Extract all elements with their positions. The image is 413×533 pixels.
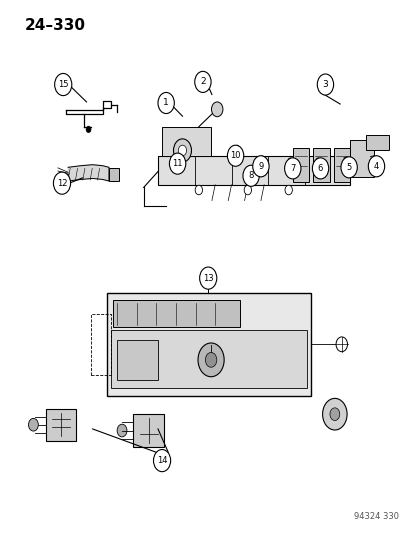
Circle shape bbox=[335, 337, 347, 352]
Circle shape bbox=[312, 158, 328, 179]
Text: 12: 12 bbox=[57, 179, 67, 188]
Bar bbox=[133, 414, 164, 447]
Circle shape bbox=[322, 398, 346, 430]
Circle shape bbox=[244, 185, 251, 195]
Text: 8: 8 bbox=[248, 171, 253, 180]
Bar bbox=[45, 409, 76, 441]
Circle shape bbox=[194, 71, 211, 92]
Circle shape bbox=[197, 343, 223, 377]
Circle shape bbox=[158, 92, 174, 114]
Bar bbox=[292, 148, 309, 182]
Text: 3: 3 bbox=[322, 80, 328, 89]
Circle shape bbox=[284, 185, 292, 195]
Circle shape bbox=[153, 449, 170, 472]
Circle shape bbox=[340, 157, 356, 178]
Bar bbox=[111, 330, 306, 388]
Circle shape bbox=[28, 418, 38, 431]
Text: 15: 15 bbox=[58, 80, 68, 89]
Circle shape bbox=[227, 145, 243, 166]
Text: 14: 14 bbox=[157, 456, 167, 465]
Bar bbox=[158, 156, 349, 185]
Text: 10: 10 bbox=[230, 151, 240, 160]
Circle shape bbox=[205, 352, 216, 367]
Circle shape bbox=[284, 158, 300, 179]
Bar bbox=[107, 293, 311, 395]
Bar bbox=[366, 135, 388, 150]
Bar bbox=[161, 127, 211, 156]
Circle shape bbox=[178, 145, 186, 156]
Bar bbox=[349, 140, 373, 177]
Circle shape bbox=[252, 156, 268, 177]
Circle shape bbox=[117, 424, 127, 437]
Text: 9: 9 bbox=[258, 162, 263, 171]
Bar bbox=[113, 300, 239, 327]
Text: 6: 6 bbox=[317, 164, 323, 173]
Text: 94324 330: 94324 330 bbox=[353, 512, 398, 521]
Circle shape bbox=[86, 126, 91, 133]
Bar bbox=[117, 341, 158, 380]
Circle shape bbox=[368, 156, 384, 177]
Circle shape bbox=[195, 185, 202, 195]
Bar bbox=[333, 148, 349, 182]
Circle shape bbox=[53, 172, 70, 194]
Text: 13: 13 bbox=[202, 273, 213, 282]
Circle shape bbox=[173, 139, 191, 162]
Text: 1: 1 bbox=[163, 99, 169, 108]
Text: 11: 11 bbox=[172, 159, 183, 168]
Text: 4: 4 bbox=[373, 162, 378, 171]
Polygon shape bbox=[68, 165, 109, 181]
Circle shape bbox=[211, 102, 222, 117]
Bar bbox=[109, 168, 119, 181]
Text: 7: 7 bbox=[290, 164, 295, 173]
Circle shape bbox=[199, 267, 216, 289]
Bar bbox=[313, 148, 329, 182]
Circle shape bbox=[329, 408, 339, 421]
Circle shape bbox=[316, 74, 333, 95]
Circle shape bbox=[242, 165, 259, 187]
Circle shape bbox=[55, 74, 71, 95]
Text: 2: 2 bbox=[199, 77, 205, 86]
Text: 5: 5 bbox=[346, 163, 351, 172]
Circle shape bbox=[169, 153, 185, 174]
Text: 24–330: 24–330 bbox=[25, 18, 86, 33]
